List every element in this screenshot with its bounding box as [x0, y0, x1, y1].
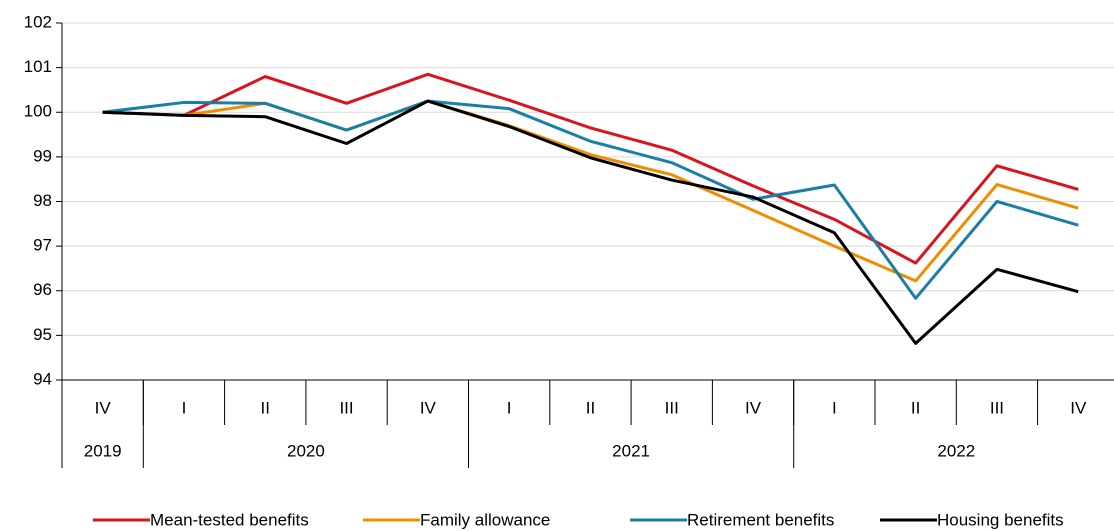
x-tick-label: III	[665, 398, 679, 417]
x-tick-label: II	[911, 398, 920, 417]
x-tick-label: III	[339, 398, 353, 417]
y-tick-label: 97	[33, 236, 52, 255]
x-tick-label: I	[182, 398, 187, 417]
y-tick-label: 95	[33, 325, 52, 344]
y-tick-label: 99	[33, 146, 52, 165]
legend-label: Retirement benefits	[687, 510, 834, 529]
year-label: 2019	[84, 441, 122, 460]
year-label: 2021	[612, 441, 650, 460]
year-label: 2020	[287, 441, 325, 460]
x-tick-label: IV	[1070, 398, 1087, 417]
y-tick-label: 96	[33, 280, 52, 299]
x-tick-label: IV	[95, 398, 112, 417]
x-tick-label: I	[507, 398, 512, 417]
legend-label: Housing benefits	[937, 510, 1064, 529]
x-tick-label: II	[261, 398, 270, 417]
y-tick-label: 102	[24, 12, 52, 31]
y-tick-label: 101	[24, 57, 52, 76]
x-tick-label: IV	[420, 398, 437, 417]
y-tick-label: 98	[33, 191, 52, 210]
x-tick-label: III	[990, 398, 1004, 417]
x-tick-label: IV	[745, 398, 762, 417]
year-label: 2022	[937, 441, 975, 460]
legend-label: Family allowance	[420, 510, 550, 529]
y-tick-label: 94	[33, 369, 52, 388]
line	[102, 99, 1079, 345]
y-tick-label: 100	[24, 102, 52, 121]
x-tick-label: II	[586, 398, 595, 417]
x-tick-label: I	[832, 398, 837, 417]
line	[102, 72, 1079, 265]
line	[102, 99, 1079, 300]
legend-label: Mean-tested benefits	[150, 510, 309, 529]
